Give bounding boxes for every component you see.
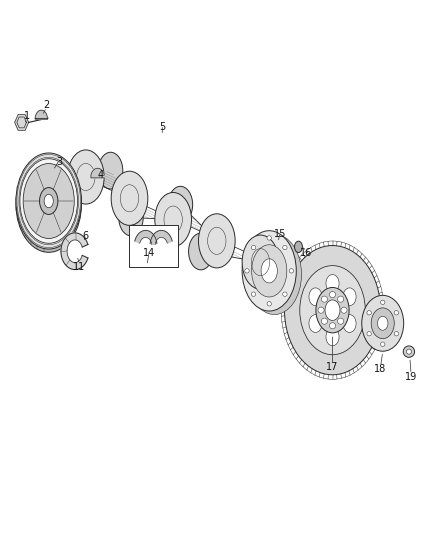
Circle shape <box>318 307 324 313</box>
Circle shape <box>267 236 272 240</box>
Text: 16: 16 <box>300 248 312 259</box>
Text: 15: 15 <box>274 229 286 239</box>
Text: 17: 17 <box>326 362 339 372</box>
Ellipse shape <box>343 314 356 333</box>
Ellipse shape <box>378 316 388 330</box>
Circle shape <box>394 332 399 336</box>
Circle shape <box>381 342 385 346</box>
Ellipse shape <box>23 164 74 238</box>
Polygon shape <box>61 233 88 270</box>
Text: 3: 3 <box>57 157 63 167</box>
Text: 5: 5 <box>159 122 166 132</box>
Ellipse shape <box>261 259 277 283</box>
Ellipse shape <box>111 171 148 225</box>
Circle shape <box>251 292 256 296</box>
Ellipse shape <box>242 235 279 289</box>
Ellipse shape <box>309 314 322 333</box>
Ellipse shape <box>325 300 340 320</box>
Ellipse shape <box>20 159 78 243</box>
Ellipse shape <box>362 295 404 351</box>
Ellipse shape <box>343 288 356 306</box>
Ellipse shape <box>99 152 123 189</box>
Text: 11: 11 <box>73 262 85 271</box>
Ellipse shape <box>300 265 365 354</box>
Ellipse shape <box>371 308 394 338</box>
Circle shape <box>403 346 415 357</box>
Circle shape <box>394 311 399 315</box>
Circle shape <box>267 302 272 306</box>
Text: 19: 19 <box>405 372 417 382</box>
Ellipse shape <box>285 246 381 375</box>
Polygon shape <box>91 168 104 178</box>
Circle shape <box>289 269 293 273</box>
Text: 14: 14 <box>143 248 155 259</box>
Ellipse shape <box>16 153 81 249</box>
Circle shape <box>338 296 344 302</box>
Ellipse shape <box>39 188 58 214</box>
Circle shape <box>329 292 336 297</box>
Ellipse shape <box>294 241 302 253</box>
Ellipse shape <box>67 150 104 204</box>
Circle shape <box>406 349 411 354</box>
Circle shape <box>381 300 385 304</box>
Circle shape <box>251 245 256 250</box>
Circle shape <box>367 311 371 315</box>
Text: 6: 6 <box>83 231 89 241</box>
Polygon shape <box>150 230 172 245</box>
Circle shape <box>245 269 249 273</box>
Bar <box>130 225 177 266</box>
Ellipse shape <box>189 233 213 270</box>
Polygon shape <box>14 115 28 130</box>
Circle shape <box>283 245 287 250</box>
Circle shape <box>338 318 344 324</box>
Ellipse shape <box>251 245 287 297</box>
Text: 1: 1 <box>24 111 30 121</box>
Circle shape <box>367 332 371 336</box>
Ellipse shape <box>309 288 322 306</box>
Ellipse shape <box>316 287 349 333</box>
Circle shape <box>321 296 328 302</box>
Polygon shape <box>135 230 157 245</box>
Circle shape <box>283 292 287 296</box>
Circle shape <box>329 322 336 329</box>
Ellipse shape <box>168 187 193 223</box>
Ellipse shape <box>242 231 296 311</box>
Polygon shape <box>17 117 26 128</box>
Text: 18: 18 <box>374 364 387 374</box>
Polygon shape <box>35 110 47 119</box>
Circle shape <box>341 307 347 313</box>
Ellipse shape <box>198 214 235 268</box>
Ellipse shape <box>119 199 143 236</box>
Ellipse shape <box>155 192 191 247</box>
Ellipse shape <box>247 234 301 314</box>
Circle shape <box>321 318 328 324</box>
Text: 2: 2 <box>43 100 49 110</box>
Text: 4: 4 <box>98 170 104 180</box>
Ellipse shape <box>326 274 339 292</box>
Ellipse shape <box>326 328 339 346</box>
Ellipse shape <box>16 156 81 252</box>
Ellipse shape <box>44 195 53 208</box>
